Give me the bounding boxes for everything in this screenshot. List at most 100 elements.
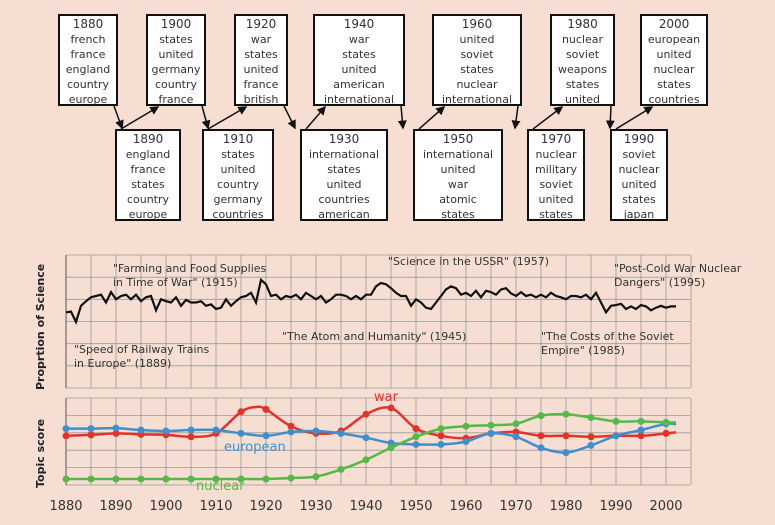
x-tick-label: 1940: [349, 499, 382, 514]
topic-word: france: [70, 48, 106, 61]
series-point-european: [337, 429, 345, 437]
topic-word: nuclear: [535, 148, 577, 161]
annotation-label: "The Costs of the Soviet: [541, 330, 674, 343]
decade-year: 1930: [328, 132, 360, 146]
series-point-european: [237, 429, 245, 437]
topic-word: country: [126, 193, 170, 206]
series-point-nuclear: [387, 444, 395, 452]
series-point-nuclear: [137, 475, 145, 483]
topic-word: states: [159, 33, 193, 46]
science-line: [65, 277, 676, 326]
topic-word: international: [323, 93, 395, 106]
decade-box-1900: 1900 states united germany country france: [146, 14, 206, 106]
y-axis-label: Topic score: [34, 419, 47, 488]
topic-word: nuclear: [456, 78, 498, 91]
decade-box-1910: 1910 states united country germany countries: [202, 129, 274, 221]
series-point-nuclear: [212, 475, 220, 483]
x-tick-label: 1880: [49, 499, 82, 514]
decade-year: 1890: [132, 132, 164, 146]
topic-word: weapons: [558, 63, 607, 76]
topic-word: countries: [318, 193, 370, 206]
topic-word: united: [538, 193, 574, 206]
topic-word: country: [216, 178, 260, 191]
science-grid: [65, 254, 692, 389]
annotation-label: "Speed of Railway Trains: [74, 343, 210, 356]
x-tick-label: 1920: [249, 499, 282, 514]
topic-word: states: [539, 208, 573, 221]
topic-word: military: [535, 163, 577, 176]
series-point-european: [262, 432, 270, 440]
annotation-label: "The Atom and Humanity" (1945): [282, 330, 466, 343]
series-point-nuclear: [162, 475, 170, 483]
topic-word: united: [564, 93, 601, 106]
topic-word: war: [447, 178, 469, 191]
series-point-nuclear: [462, 422, 470, 430]
topic-word: country: [154, 78, 198, 91]
series-point-war: [587, 433, 595, 441]
topic-word: united: [440, 163, 476, 176]
topic-word: england: [65, 63, 111, 76]
x-tick-label: 1980: [549, 499, 582, 514]
topic-word: american: [318, 208, 370, 221]
topic-word: europe: [128, 208, 168, 221]
series-point-nuclear: [487, 421, 495, 429]
series-point-european: [112, 424, 120, 432]
series-point-nuclear: [512, 420, 520, 428]
series-point-war: [412, 425, 420, 433]
topic-word: france: [243, 78, 279, 91]
topic-word: united: [459, 33, 495, 46]
series-line-european: [65, 422, 677, 454]
topic-word: french: [70, 33, 106, 46]
decade-box-1970: 1970 nuclear military soviet united states: [527, 129, 585, 221]
series-point-european: [137, 426, 145, 434]
series-point-nuclear: [62, 475, 70, 483]
series-point-european: [87, 425, 95, 433]
series-point-nuclear: [262, 475, 270, 483]
series-point-european: [562, 449, 570, 457]
y-axis-label: Proprtion of Science: [34, 264, 47, 390]
topic-word: countries: [648, 93, 700, 106]
series-point-war: [287, 422, 295, 430]
series-point-nuclear: [362, 456, 370, 464]
series-point-war: [562, 432, 570, 440]
series-point-european: [412, 440, 420, 448]
series-point-nuclear: [87, 475, 95, 483]
decade-box-1880: 1880 french france england country europe: [58, 14, 118, 106]
topic-word: states: [657, 78, 691, 91]
topic-word: nuclear: [618, 163, 660, 176]
topic-word: states: [244, 48, 278, 61]
decade-year: 1880: [72, 17, 104, 31]
topic-word: germany: [213, 193, 263, 206]
decade-box-1990: 1990 soviet nuclear united states japan: [610, 129, 668, 221]
series-point-war: [537, 432, 545, 440]
topic-word: soviet: [460, 48, 494, 61]
series-label-nuclear: nuclear: [196, 479, 245, 494]
series-point-nuclear: [537, 412, 545, 420]
x-tick-label: 1890: [99, 499, 132, 514]
topic-word: international: [308, 148, 380, 161]
topic-word: soviet: [565, 48, 600, 61]
series-point-nuclear: [587, 414, 595, 422]
topic-word: states: [327, 163, 361, 176]
x-tick-label: 1910: [199, 499, 232, 514]
decade-year: 1990: [623, 132, 655, 146]
connector-arrow: [283, 105, 296, 130]
x-tick-label: 1970: [499, 499, 532, 514]
decade-box-1950: 1950 international united war atomic states: [413, 129, 503, 221]
series-point-nuclear: [562, 410, 570, 418]
topic-word: europe: [68, 93, 108, 106]
topic-word: country: [66, 78, 110, 91]
x-tick-label: 1930: [299, 499, 332, 514]
x-tick-label: 1960: [449, 499, 482, 514]
series-point-european: [637, 426, 645, 434]
series-point-war: [62, 432, 70, 440]
decade-year: 1970: [540, 132, 572, 146]
topic-word: united: [341, 63, 377, 76]
decade-year: 1900: [160, 17, 192, 31]
topic-word: states: [622, 193, 656, 206]
topic-word: united: [621, 178, 657, 191]
connector-arrow: [605, 105, 615, 130]
topic-word: states: [342, 48, 376, 61]
connector-arrow: [120, 106, 160, 130]
